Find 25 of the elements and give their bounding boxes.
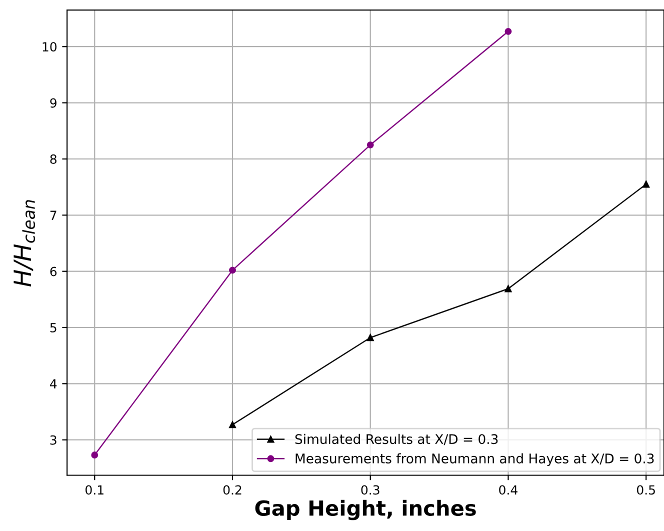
point [504,28,512,35]
y-tick-label: 8 [50,154,56,164]
point [504,285,512,292]
y-tick-label: 10 [42,42,57,52]
point [91,452,98,458]
y-tick-label: 4 [50,379,57,388]
x-tick-label: 0.2 [223,485,242,495]
legend-label: Measurements from Neumann and Hayes at X/D = 0.3 [296,453,654,466]
y-axis-title: H/H$_{clean}$ [14,200,36,287]
x-tick-label: 0.4 [499,485,518,495]
y-tick-label: 9 [50,98,56,108]
x-tick-label: 0.1 [86,485,104,495]
point [229,421,236,428]
y-tick-label: 3 [50,435,56,445]
x-axis-title: Gap Height, inches [255,500,476,520]
x-tick-label: 0.3 [361,485,380,495]
point [366,334,374,342]
y-tick-label: 6 [50,266,57,276]
point [366,141,374,148]
x-tick-label: 0.5 [636,485,655,495]
legend-label: Simulated Results at X/D = 0.3 [295,434,498,446]
y-tick-label: 5 [50,323,56,332]
point [642,180,650,188]
y-tick-label: 7 [50,210,56,220]
point [229,266,236,274]
